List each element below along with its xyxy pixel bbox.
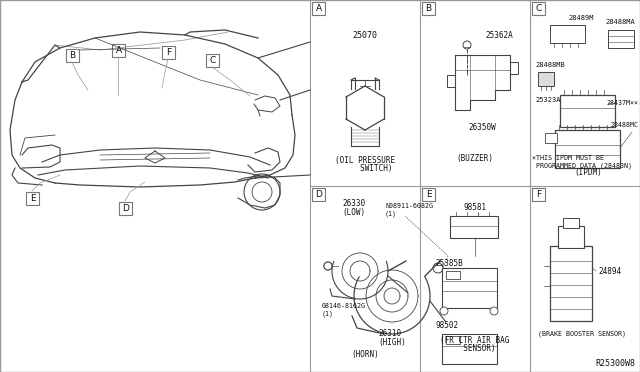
- Text: E: E: [29, 194, 35, 203]
- Bar: [26, 192, 39, 205]
- Circle shape: [324, 262, 332, 270]
- Text: 25070: 25070: [353, 31, 378, 39]
- Text: C: C: [209, 56, 216, 65]
- Text: E: E: [426, 190, 431, 199]
- Text: (1): (1): [322, 311, 334, 317]
- Text: D: D: [315, 190, 322, 199]
- Bar: [550, 246, 592, 321]
- Bar: [119, 202, 132, 215]
- Text: ×THIS IPDM MUST BE: ×THIS IPDM MUST BE: [532, 155, 604, 161]
- Circle shape: [463, 41, 471, 49]
- Text: R25300W8: R25300W8: [595, 359, 635, 369]
- Text: 24894: 24894: [598, 266, 621, 276]
- Text: 08146-8162G: 08146-8162G: [322, 303, 366, 309]
- Circle shape: [490, 307, 498, 315]
- Bar: [538, 72, 554, 86]
- Bar: [312, 188, 325, 201]
- Text: 28488MA: 28488MA: [605, 19, 635, 25]
- Text: (HORN): (HORN): [351, 350, 379, 359]
- Text: 26350W: 26350W: [468, 124, 496, 132]
- Text: 25362A: 25362A: [485, 31, 513, 39]
- Circle shape: [252, 182, 272, 202]
- Text: (BRAKE BOOSTER SENSOR): (BRAKE BOOSTER SENSOR): [538, 331, 626, 337]
- Text: 26310: 26310: [378, 330, 401, 339]
- Bar: [532, 2, 545, 15]
- Bar: [558, 226, 584, 248]
- Text: D: D: [122, 204, 129, 213]
- Circle shape: [433, 263, 443, 273]
- Bar: [162, 46, 175, 59]
- Text: 98581: 98581: [463, 203, 486, 212]
- Bar: [555, 130, 620, 168]
- Bar: [608, 30, 634, 48]
- Circle shape: [324, 262, 332, 270]
- Bar: [550, 25, 585, 43]
- Bar: [510, 62, 518, 74]
- Text: PROGRAMMED DATA (28483N): PROGRAMMED DATA (28483N): [532, 163, 632, 169]
- Text: B: B: [426, 4, 431, 13]
- Bar: [112, 44, 125, 57]
- Text: (LOW): (LOW): [342, 208, 365, 217]
- Text: (HIGH): (HIGH): [378, 337, 406, 346]
- Text: (1): (1): [385, 211, 397, 217]
- Text: F: F: [166, 48, 171, 57]
- Bar: [312, 2, 325, 15]
- Text: F: F: [536, 190, 541, 199]
- Text: B: B: [69, 51, 76, 60]
- Text: 28489M: 28489M: [568, 15, 593, 21]
- Circle shape: [440, 307, 448, 315]
- Bar: [66, 49, 79, 62]
- Text: 98502: 98502: [435, 321, 458, 330]
- Text: SENSOR): SENSOR): [454, 344, 496, 353]
- Text: N08911-6082G: N08911-6082G: [385, 203, 433, 209]
- Text: C: C: [536, 4, 541, 13]
- Bar: [560, 95, 615, 127]
- Bar: [447, 75, 455, 87]
- Text: 25385B: 25385B: [435, 260, 463, 269]
- Text: (IPDM): (IPDM): [574, 167, 602, 176]
- Bar: [446, 336, 460, 344]
- Bar: [450, 216, 498, 238]
- Bar: [422, 2, 435, 15]
- Bar: [545, 133, 557, 143]
- Text: (FR CTR AIR BAG: (FR CTR AIR BAG: [440, 337, 509, 346]
- Bar: [206, 54, 219, 67]
- Bar: [446, 271, 460, 279]
- Bar: [563, 218, 579, 228]
- Text: 28488MC: 28488MC: [610, 122, 638, 128]
- Text: A: A: [115, 46, 122, 55]
- Text: 25323A: 25323A: [535, 97, 561, 103]
- Bar: [422, 188, 435, 201]
- Bar: [442, 268, 497, 308]
- Text: 28437M××: 28437M××: [606, 100, 638, 106]
- Text: 26330: 26330: [342, 199, 365, 208]
- Text: A: A: [316, 4, 321, 13]
- Bar: [532, 188, 545, 201]
- Bar: [442, 334, 497, 364]
- Text: 28488MB: 28488MB: [535, 62, 564, 68]
- Text: SWITCH): SWITCH): [337, 164, 393, 173]
- Text: (BUZZER): (BUZZER): [456, 154, 493, 163]
- Circle shape: [244, 174, 280, 210]
- Text: (OIL PRESSURE: (OIL PRESSURE: [335, 155, 395, 164]
